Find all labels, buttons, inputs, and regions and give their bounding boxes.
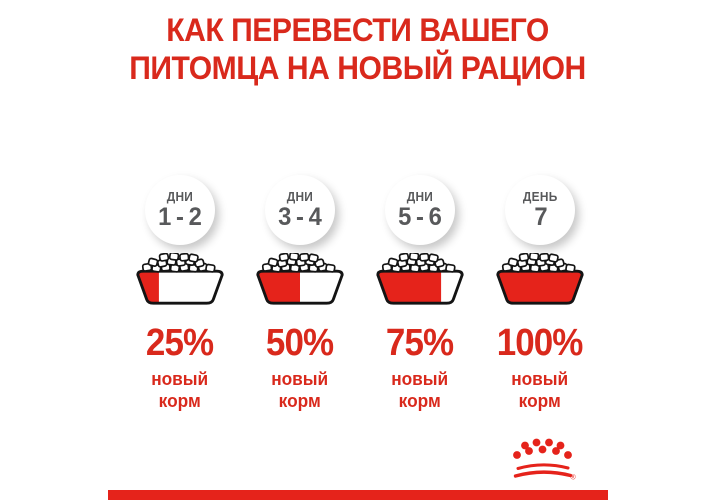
day-label: ДНИ xyxy=(166,190,194,204)
page-title-line1: КАК ПЕРЕВЕСТИ ВАШЕГО xyxy=(166,12,549,48)
food-label: новый корм xyxy=(152,369,209,412)
day-label: ДЕНЬ xyxy=(522,190,558,204)
food-label-line2: корм xyxy=(518,390,562,411)
transition-steps: ДНИ 1 - 2 xyxy=(120,175,600,412)
kibble-pile xyxy=(141,253,216,273)
day-circle: ДНИ 1 - 2 xyxy=(145,175,215,245)
kibble-pile xyxy=(261,253,336,273)
percent-new-food: 75% xyxy=(386,322,454,364)
day-circle: ДЕНЬ 7 xyxy=(505,175,575,245)
day-label: ДНИ xyxy=(286,190,314,204)
food-bowl-icon xyxy=(496,253,584,305)
food-label: новый корм xyxy=(272,369,329,412)
registered-mark: ® xyxy=(571,474,577,481)
food-label-line2: корм xyxy=(158,390,202,411)
food-bowl-icon xyxy=(376,253,464,305)
day-circle: ДНИ 3 - 4 xyxy=(265,175,335,245)
day-circle: ДНИ 5 - 6 xyxy=(385,175,455,245)
day-range: 1 - 2 xyxy=(158,203,203,231)
food-label-line1: новый xyxy=(391,369,449,389)
food-label-line1: новый xyxy=(151,369,209,389)
royal-canin-crown-icon: ® xyxy=(513,438,577,481)
step-column-days-3-4: ДНИ 3 - 4 xyxy=(240,175,360,412)
food-label: новый корм xyxy=(392,369,449,412)
bowl-fill xyxy=(497,271,583,304)
food-label-line2: корм xyxy=(278,390,322,411)
food-label-line2: корм xyxy=(398,390,442,411)
page-title-line2: ПИТОМЦА НА НОВЫЙ РАЦИОН xyxy=(129,50,586,86)
step-column-day-7: ДЕНЬ 7 xyxy=(480,175,600,412)
percent-new-food: 100% xyxy=(497,322,584,364)
percent-new-food: 25% xyxy=(146,322,214,364)
food-bowl-icon xyxy=(256,253,344,305)
day-label: ДНИ xyxy=(406,190,434,204)
food-label: новый корм xyxy=(512,369,569,412)
day-range: 5 - 6 xyxy=(398,203,443,231)
kibble-pile xyxy=(381,253,456,273)
step-column-days-5-6: ДНИ 5 - 6 xyxy=(360,175,480,412)
brand-red-bar xyxy=(108,490,608,500)
food-label-line1: новый xyxy=(511,369,569,389)
day-range: 3 - 4 xyxy=(278,203,323,231)
day-range: 7 xyxy=(533,203,547,231)
step-column-days-1-2: ДНИ 1 - 2 xyxy=(120,175,240,412)
bowl-fill xyxy=(377,271,442,304)
page-title: КАК ПЕРЕВЕСТИ ВАШЕГО ПИТОМЦА НА НОВЫЙ РА… xyxy=(66,11,650,87)
food-label-line1: новый xyxy=(271,369,329,389)
poster: КАК ПЕРЕВЕСТИ ВАШЕГО ПИТОМЦА НА НОВЫЙ РА… xyxy=(107,0,608,500)
kibble-pile xyxy=(501,253,576,273)
percent-new-food: 50% xyxy=(266,322,334,364)
food-bowl-icon xyxy=(136,253,224,305)
